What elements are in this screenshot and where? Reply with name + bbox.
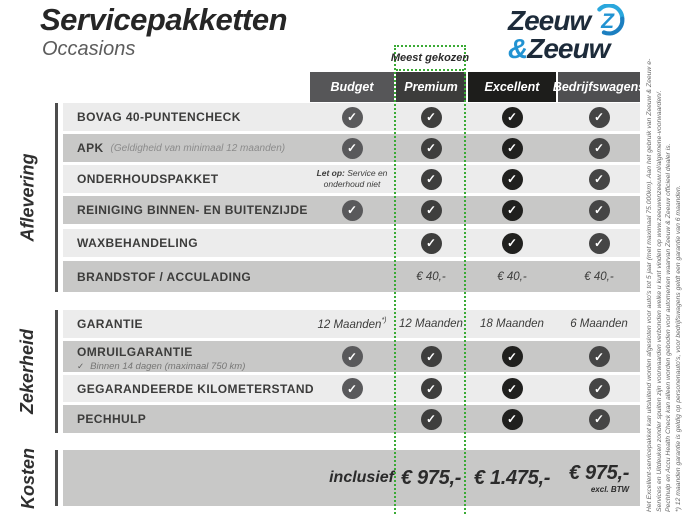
check-icon: ✓	[420, 408, 442, 430]
column-header-excellent: Excellent	[468, 72, 556, 102]
page-subtitle: Occasions	[42, 38, 136, 60]
check-icon: ✓	[501, 137, 523, 159]
logo-word-zeeuw-2: Zeeuw	[527, 33, 610, 64]
check-icon: ✓	[588, 199, 610, 221]
check-icon: ✓	[501, 199, 523, 221]
check-icon: ✓	[501, 232, 523, 254]
logo-word-zeeuw: Zeeuw	[508, 4, 591, 36]
z-swirl-icon: Z	[597, 4, 625, 36]
check-icon: ✓	[501, 106, 523, 128]
section-label-kosten: Kosten	[17, 447, 38, 509]
row-label: APK (Geldigheid van minimaal 12 maanden)	[77, 141, 286, 155]
check-icon: ✓	[341, 137, 363, 159]
garantie-value: 12 Maanden	[399, 318, 463, 330]
check-icon: ✓	[420, 378, 442, 399]
table-row-waxbehandeling: WAXBEHANDELING ✓ ✓ ✓	[63, 229, 640, 257]
check-icon: ✓	[341, 346, 363, 367]
garantie-value: 18 Maanden	[480, 318, 544, 330]
logo-line-2: & Zeeuw	[508, 35, 625, 63]
footnote-disclaimer: Het Excellent-servicepakket kan uitsluit…	[645, 55, 684, 512]
table-row-pechhulp: PECHHULP ✓ ✓ ✓	[63, 405, 640, 433]
table-row-onderhoudspakket: ONDERHOUDSPAKKET Let op: Service en onde…	[63, 165, 640, 193]
table-row-omruilgarantie: OMRUILGARANTIE ✓ Binnen 14 dagen (maximaa…	[63, 341, 640, 372]
column-header-bedrijfswagens: Bedrijfswagens	[553, 72, 645, 102]
row-label: WAXBEHANDELING	[77, 236, 198, 250]
row-label: GEGARANDEERDE KILOMETERSTAND	[77, 381, 314, 396]
check-icon: ✓	[501, 168, 523, 190]
check-icon: ✓	[501, 346, 523, 367]
row-note: (Geldigheid van minimaal 12 maanden)	[110, 142, 286, 154]
row-label: GARANTIE	[77, 317, 143, 331]
table-row-bovag: BOVAG 40-PUNTENCHECK ✓ ✓ ✓ ✓	[63, 103, 640, 131]
check-icon: ✓	[420, 346, 442, 367]
section-label-zekerheid: Zekerheid	[17, 328, 38, 415]
table-row-apk: APK (Geldigheid van minimaal 12 maanden) …	[63, 134, 640, 162]
price-note-excl-btw: excl. BTW	[590, 485, 630, 494]
price-bedrijfswagens-block: € 975,- excl. BTW	[569, 462, 629, 494]
check-icon: ✓	[341, 106, 363, 128]
price-value: € 40,-	[416, 270, 446, 283]
footnote-line-1: Het Excellent-servicepakket kan uitsluit…	[646, 58, 653, 512]
svg-text:Z: Z	[600, 10, 615, 33]
row-label: REINIGING BINNEN- EN BUITENZIJDE	[77, 203, 308, 217]
check-icon: ✓	[588, 346, 610, 367]
table-row-garantie: GARANTIE 12 Maanden*) 12 Maanden 18 Maan…	[63, 310, 640, 338]
check-icon: ✓	[420, 199, 442, 221]
price-excellent: € 1.475,-	[473, 466, 551, 489]
logo-ampersand: &	[508, 33, 528, 64]
check-icon: ✓	[420, 106, 442, 128]
check-icon: ✓	[341, 378, 363, 399]
check-icon: ✓	[588, 106, 610, 128]
row-label: OMRUILGARANTIE ✓ Binnen 14 dagen (maximaa…	[77, 345, 246, 372]
section-label-aflevering: Aflevering	[17, 153, 38, 242]
price-premium: € 975,-	[400, 466, 462, 489]
check-icon: ✓	[501, 378, 523, 399]
table-row-kilometerstand: GEGARANDEERDE KILOMETERSTAND ✓ ✓ ✓ ✓	[63, 375, 640, 402]
footnote-line-2: Services en Uitdeuken zonder spuiten zij…	[655, 90, 663, 512]
page-title: Servicepakketten	[40, 2, 288, 37]
check-glyph: ✓	[77, 361, 85, 371]
row-label: ONDERHOUDSPAKKET	[77, 172, 219, 186]
row-label: PECHHULP	[77, 412, 147, 426]
kosten-budget-value: inclusief	[329, 469, 394, 486]
check-icon: ✓	[420, 232, 442, 254]
check-icon: ✓	[588, 137, 610, 159]
footnote-line-3: Pechhulp en Accu Health Check kan alleen…	[665, 143, 673, 512]
row-label: BRANDSTOF / ACCULADING	[77, 269, 252, 284]
check-icon: ✓	[588, 232, 610, 254]
garantie-value: 12 Maanden*)	[317, 317, 387, 331]
zeeuw-zeeuw-logo: Zeeuw Z & Zeeuw	[508, 4, 625, 63]
meest-gekozen-badge: Meest gekozen	[391, 47, 469, 71]
logo-line-1: Zeeuw Z	[508, 4, 625, 37]
section-bar-zekerheid	[55, 310, 58, 433]
price-value: € 40,-	[497, 270, 527, 283]
price-value: € 40,-	[584, 270, 614, 283]
check-icon: ✓	[588, 408, 610, 430]
footnote-marker: *)	[381, 317, 387, 324]
check-icon: ✓	[341, 199, 363, 221]
column-header-premium: Premium	[396, 72, 466, 102]
section-bar-kosten	[55, 450, 58, 506]
check-icon: ✓	[501, 408, 523, 430]
table-row-brandstof: BRANDSTOF / ACCULADING € 40,- € 40,- € 4…	[63, 261, 640, 292]
price-bedrijfswagens: € 975,-	[568, 462, 630, 484]
check-icon: ✓	[420, 137, 442, 159]
check-icon: ✓	[588, 378, 610, 399]
table-row-reiniging: REINIGING BINNEN- EN BUITENZIJDE ✓ ✓ ✓ ✓	[63, 196, 640, 224]
row-label: BOVAG 40-PUNTENCHECK	[77, 110, 241, 124]
table-row-kosten: inclusief € 975,- € 1.475,- € 975,- excl…	[63, 450, 640, 506]
footnote-line-4: *) 12 maanden garantie is geldig op pers…	[674, 185, 682, 512]
section-bar-aflevering	[55, 103, 58, 292]
garantie-value: 6 Maanden	[570, 318, 628, 330]
check-icon: ✓	[420, 168, 442, 190]
row-note: ✓ Binnen 14 dagen (maximaal 750 km)	[77, 361, 246, 372]
budget-exception-note: Let op: Service en onderhoud niet	[316, 167, 388, 189]
check-icon: ✓	[588, 168, 610, 190]
column-header-budget: Budget	[310, 72, 394, 102]
